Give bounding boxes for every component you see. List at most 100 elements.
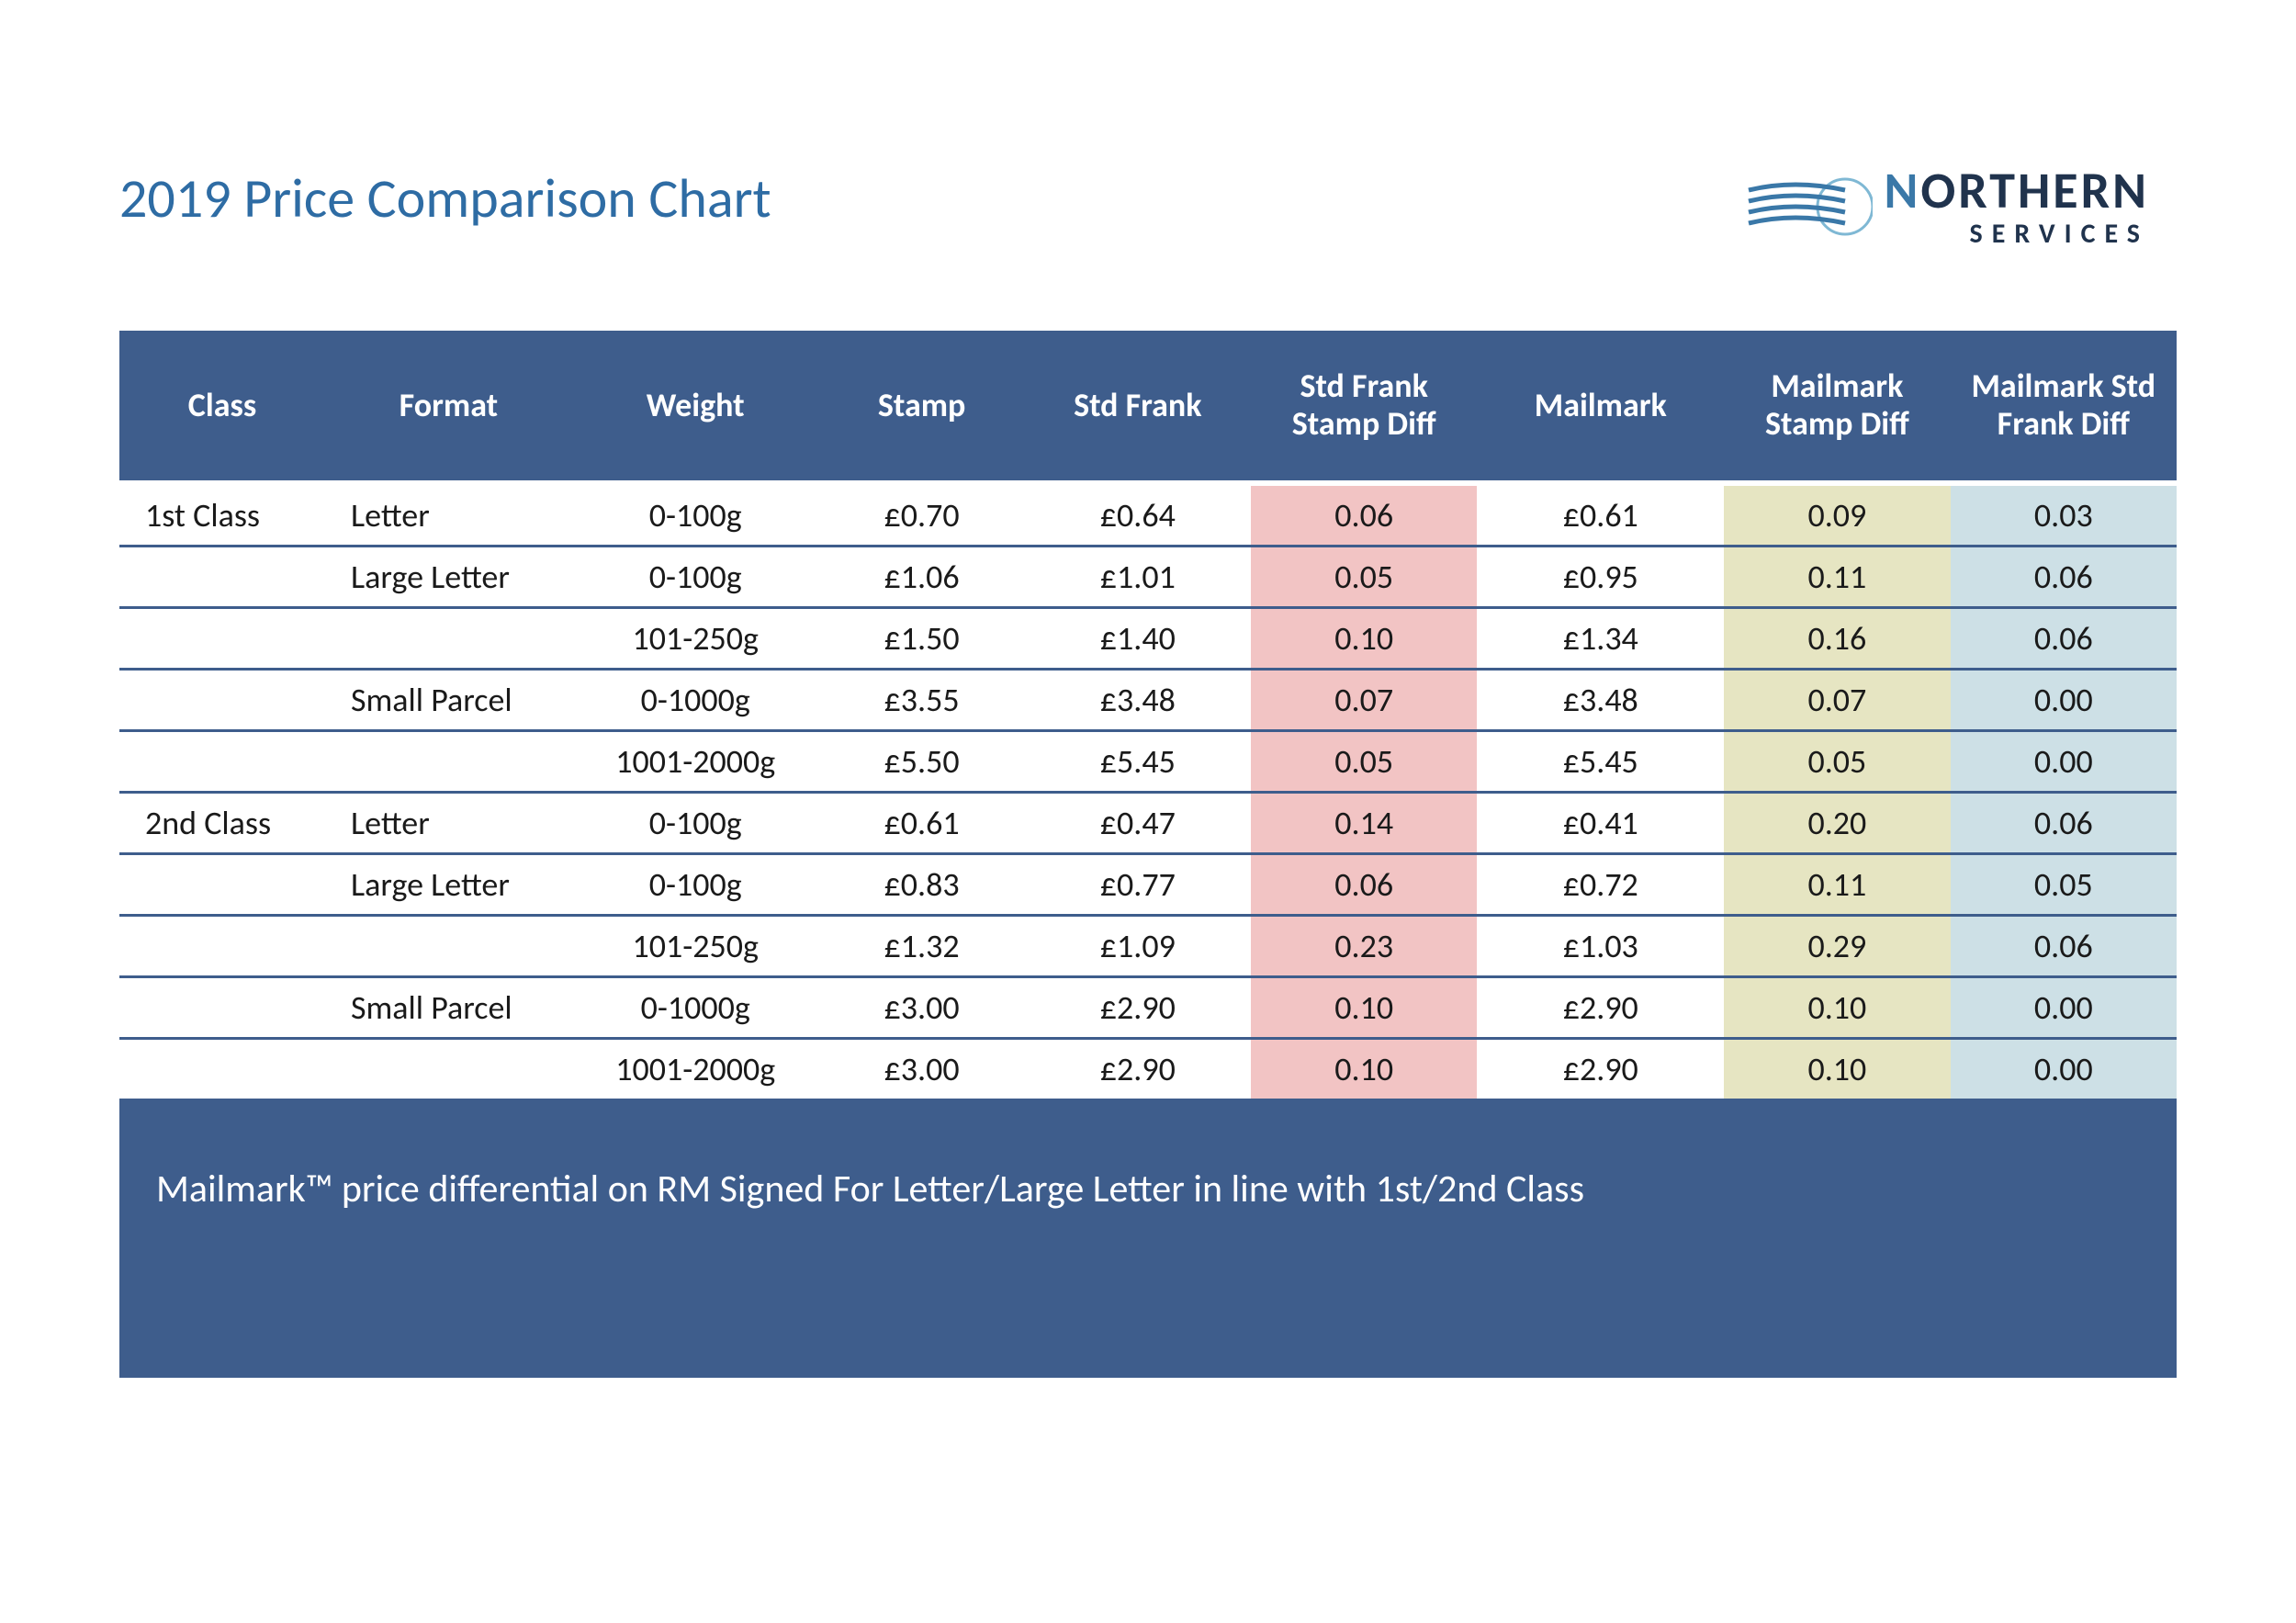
cell-stamp: £1.50 — [819, 607, 1025, 669]
cell-d1: 0.10 — [1251, 607, 1477, 669]
cell-d1: 0.10 — [1251, 976, 1477, 1038]
cell-d1: 0.07 — [1251, 669, 1477, 730]
cell-d3: 0.00 — [1951, 976, 2177, 1038]
cell-d2: 0.07 — [1724, 669, 1950, 730]
cell-mail: £0.41 — [1477, 792, 1724, 853]
price-table-container: Class Format Weight Stamp Std Frank Std … — [119, 331, 2177, 1378]
cell-d3: 0.06 — [1951, 915, 2177, 976]
cell-d1: 0.10 — [1251, 1038, 1477, 1099]
col-diff1: Std Frank Stamp Diff — [1251, 331, 1477, 483]
logo-subtitle: SERVICES — [1970, 220, 2149, 248]
cell-d1: 0.06 — [1251, 853, 1477, 915]
footer-note: Mailmark™ price differential on RM Signe… — [119, 1099, 2177, 1378]
cell-class — [119, 546, 325, 607]
col-stamp: Stamp — [819, 331, 1025, 483]
cell-format: Small Parcel — [325, 669, 572, 730]
cell-d3: 0.00 — [1951, 669, 2177, 730]
cell-weight: 0-1000g — [572, 976, 819, 1038]
cell-format: Large Letter — [325, 546, 572, 607]
cell-d2: 0.16 — [1724, 607, 1950, 669]
logo-rest: ORTHERN — [1920, 160, 2149, 222]
cell-format — [325, 607, 572, 669]
cell-d2: 0.09 — [1724, 483, 1950, 547]
cell-stamp: £3.55 — [819, 669, 1025, 730]
cell-class: 2nd Class — [119, 792, 325, 853]
col-mailmark: Mailmark — [1477, 331, 1724, 483]
cell-frank: £0.64 — [1025, 483, 1251, 547]
cell-d1: 0.05 — [1251, 546, 1477, 607]
page-header: 2019 Price Comparison Chart NORTHERN SER… — [119, 165, 2177, 248]
cell-stamp: £0.70 — [819, 483, 1025, 547]
cell-d1: 0.23 — [1251, 915, 1477, 976]
table-row: 1001-2000g£3.00£2.900.10£2.900.100.00 — [119, 1038, 2177, 1099]
cell-weight: 0-100g — [572, 546, 819, 607]
table-row: 2nd ClassLetter0-100g£0.61£0.470.14£0.41… — [119, 792, 2177, 853]
cell-stamp: £1.06 — [819, 546, 1025, 607]
logo-main: NORTHERN — [1884, 165, 2149, 217]
cell-class — [119, 669, 325, 730]
cell-class — [119, 976, 325, 1038]
cell-mail: £3.48 — [1477, 669, 1724, 730]
table-row: Large Letter0-100g£0.83£0.770.06£0.720.1… — [119, 853, 2177, 915]
cell-weight: 1001-2000g — [572, 1038, 819, 1099]
cell-weight: 0-100g — [572, 483, 819, 547]
cell-d3: 0.06 — [1951, 607, 2177, 669]
company-logo: NORTHERN SERVICES — [1744, 165, 2177, 248]
col-diff3: Mailmark Std Frank Diff — [1951, 331, 2177, 483]
cell-frank: £3.48 — [1025, 669, 1251, 730]
cell-stamp: £1.32 — [819, 915, 1025, 976]
cell-weight: 101-250g — [572, 607, 819, 669]
table-row: Small Parcel0-1000g£3.55£3.480.07£3.480.… — [119, 669, 2177, 730]
cell-format: Large Letter — [325, 853, 572, 915]
cell-d2: 0.29 — [1724, 915, 1950, 976]
cell-mail: £5.45 — [1477, 730, 1724, 792]
cell-d2: 0.20 — [1724, 792, 1950, 853]
col-diff2: Mailmark Stamp Diff — [1724, 331, 1950, 483]
cell-d1: 0.05 — [1251, 730, 1477, 792]
waves-icon — [1744, 170, 1873, 243]
cell-format — [325, 915, 572, 976]
table-row: 101-250g£1.32£1.090.23£1.030.290.06 — [119, 915, 2177, 976]
table-row: Small Parcel0-1000g£3.00£2.900.10£2.900.… — [119, 976, 2177, 1038]
cell-mail: £1.34 — [1477, 607, 1724, 669]
cell-d3: 0.00 — [1951, 730, 2177, 792]
cell-mail: £0.95 — [1477, 546, 1724, 607]
cell-d3: 0.03 — [1951, 483, 2177, 547]
cell-weight: 0-100g — [572, 853, 819, 915]
cell-stamp: £5.50 — [819, 730, 1025, 792]
cell-class — [119, 607, 325, 669]
cell-d3: 0.00 — [1951, 1038, 2177, 1099]
table-header: Class Format Weight Stamp Std Frank Std … — [119, 331, 2177, 483]
cell-format: Letter — [325, 792, 572, 853]
cell-frank: £5.45 — [1025, 730, 1251, 792]
col-stdfrank: Std Frank — [1025, 331, 1251, 483]
cell-d3: 0.06 — [1951, 792, 2177, 853]
cell-mail: £1.03 — [1477, 915, 1724, 976]
table-body: 1st ClassLetter0-100g£0.70£0.640.06£0.61… — [119, 483, 2177, 1099]
cell-frank: £2.90 — [1025, 1038, 1251, 1099]
logo-text: NORTHERN SERVICES — [1884, 165, 2149, 248]
cell-format: Letter — [325, 483, 572, 547]
cell-frank: £0.47 — [1025, 792, 1251, 853]
cell-d3: 0.05 — [1951, 853, 2177, 915]
cell-class — [119, 1038, 325, 1099]
cell-d2: 0.05 — [1724, 730, 1950, 792]
cell-frank: £1.01 — [1025, 546, 1251, 607]
cell-class: 1st Class — [119, 483, 325, 547]
cell-frank: £2.90 — [1025, 976, 1251, 1038]
cell-d3: 0.06 — [1951, 546, 2177, 607]
cell-weight: 101-250g — [572, 915, 819, 976]
cell-stamp: £0.83 — [819, 853, 1025, 915]
cell-class — [119, 730, 325, 792]
cell-frank: £0.77 — [1025, 853, 1251, 915]
table-row: 1001-2000g£5.50£5.450.05£5.450.050.00 — [119, 730, 2177, 792]
price-comparison-table: Class Format Weight Stamp Std Frank Std … — [119, 331, 2177, 1099]
cell-class — [119, 853, 325, 915]
cell-mail: £2.90 — [1477, 976, 1724, 1038]
cell-format — [325, 730, 572, 792]
cell-format: Small Parcel — [325, 976, 572, 1038]
logo-accent: N — [1884, 160, 1920, 222]
page-title: 2019 Price Comparison Chart — [119, 165, 771, 232]
col-class: Class — [119, 331, 325, 483]
col-weight: Weight — [572, 331, 819, 483]
